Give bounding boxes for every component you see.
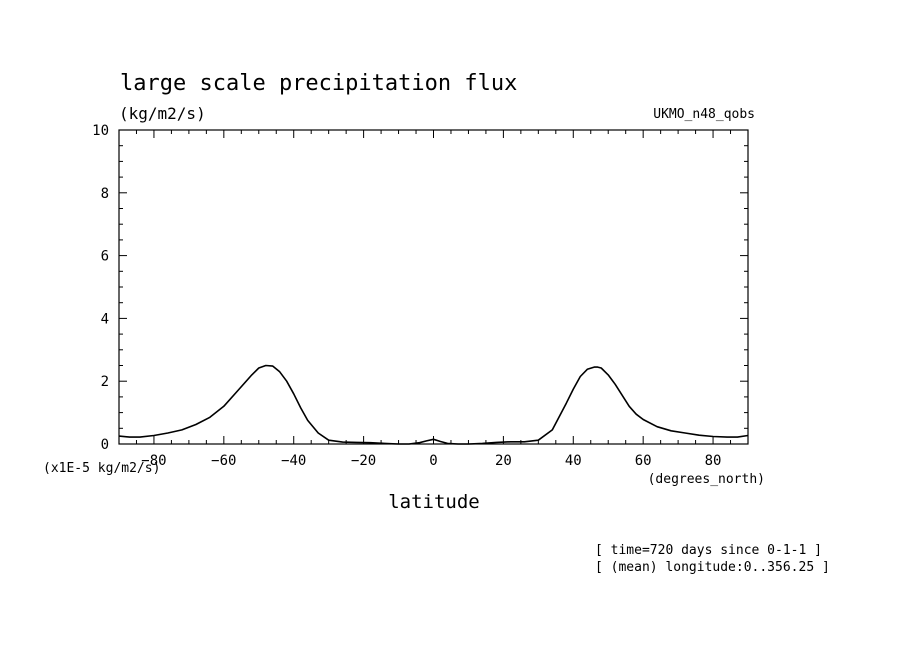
y-axis-ticks: 0 2 4 6 8 10: [92, 123, 748, 453]
y-tick-label: 6: [101, 249, 109, 265]
chart-units: (kg/m2/s): [119, 104, 206, 123]
x-tick-label: 80: [705, 453, 722, 469]
y-scale-note: (x1E-5 kg/m2/s): [43, 461, 160, 476]
x-tick-label: −40: [281, 453, 306, 469]
longitude-annotation: [ (mean) longitude:0..356.25 ]: [595, 560, 830, 575]
x-tick-label: 60: [635, 453, 652, 469]
series-layer: [118, 364, 749, 445]
y-tick-label: 2: [101, 374, 109, 390]
y-tick-label: 0: [101, 437, 109, 453]
dataset-label: UKMO_n48_qobs: [653, 107, 755, 122]
x-axis-label: latitude: [388, 491, 480, 513]
y-tick-label: 4: [101, 311, 109, 327]
y-tick-label: 8: [101, 186, 109, 202]
x-tick-label: 0: [429, 453, 437, 469]
plot-frame: [118, 129, 749, 445]
chart-title: large scale precipitation flux: [120, 71, 517, 96]
x-units-label: (degrees_north): [648, 472, 765, 487]
y-tick-label: 10: [92, 123, 109, 139]
x-tick-label: 20: [495, 453, 512, 469]
x-tick-label: −20: [351, 453, 376, 469]
x-tick-label: −80: [141, 453, 166, 469]
series-line-0: [118, 364, 749, 445]
x-tick-label: −60: [211, 453, 236, 469]
x-axis-ticks: −80 −60 −40 −20 0 20 40 60 80: [118, 130, 749, 469]
time-annotation: [ time=720 days since 0-1-1 ]: [595, 543, 822, 558]
x-tick-label: 40: [565, 453, 582, 469]
